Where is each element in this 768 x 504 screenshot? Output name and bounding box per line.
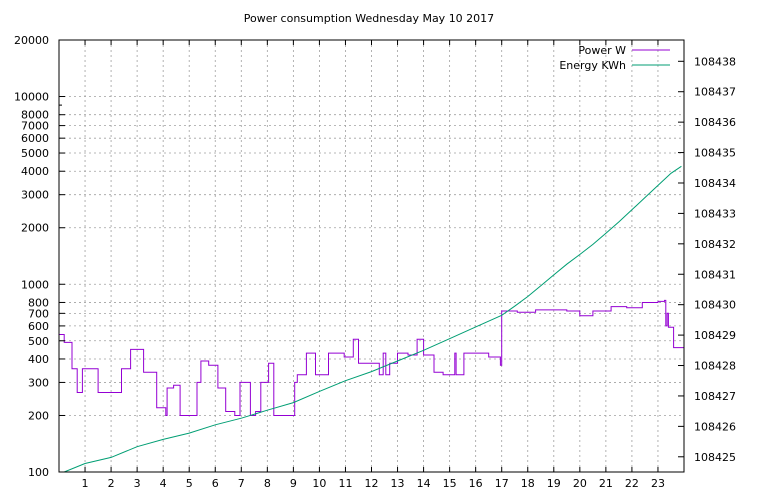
- x-tick-label: 20: [573, 477, 587, 490]
- x-tick-label: 22: [625, 477, 639, 490]
- y2-tick-label: 108425: [694, 451, 736, 464]
- x-tick-label: 2: [108, 477, 115, 490]
- y2-tick-label: 108427: [694, 390, 736, 403]
- x-tick-label: 5: [186, 477, 193, 490]
- y2-tick-label: 108435: [694, 147, 736, 160]
- x-tick-label: 3: [134, 477, 141, 490]
- y-tick-label: 800: [28, 296, 49, 309]
- x-tick-label: 7: [238, 477, 245, 490]
- x-tick-label: 8: [264, 477, 271, 490]
- y-tick-label: 3000: [21, 189, 49, 202]
- y-tick-label: 20000: [14, 34, 49, 47]
- x-tick-label: 6: [212, 477, 219, 490]
- y2-tick-label: 108429: [694, 329, 736, 342]
- y-tick-label: 200: [28, 409, 49, 422]
- energy-series-line: [64, 165, 682, 472]
- y-tick-label: 4000: [21, 165, 49, 178]
- x-tick-label: 18: [521, 477, 535, 490]
- x-tick-label: 11: [338, 477, 352, 490]
- y2-tick-label: 108436: [694, 116, 736, 129]
- y2-tick-label: 108430: [694, 299, 736, 312]
- x-tick-label: 21: [599, 477, 613, 490]
- x-tick-label: 19: [547, 477, 561, 490]
- y2-tick-label: 108431: [694, 268, 736, 281]
- x-tick-label: 10: [312, 477, 326, 490]
- x-tick-label: 13: [391, 477, 405, 490]
- x-tick-label: 14: [417, 477, 431, 490]
- x-tick-label: 15: [443, 477, 457, 490]
- x-tick-label: 1: [82, 477, 89, 490]
- x-tick-label: 9: [290, 477, 297, 490]
- y2-tick-label: 108432: [694, 238, 736, 251]
- y-tick-label: 100: [28, 466, 49, 479]
- y2-tick-label: 108426: [694, 420, 736, 433]
- legend: Power W Energy KWh: [559, 44, 670, 72]
- y2-tick-label: 108434: [694, 177, 736, 190]
- y2-tick-label: 108437: [694, 86, 736, 99]
- legend-label: Power W: [578, 44, 626, 57]
- y-tick-label: 700: [28, 307, 49, 320]
- x-tick-label: 4: [160, 477, 167, 490]
- legend-label: Energy KWh: [559, 59, 626, 72]
- y-tick-label: 5000: [21, 147, 49, 160]
- y-tick-label: 400: [28, 353, 49, 366]
- x-tick-label: 12: [365, 477, 379, 490]
- y-tick-label: 7000: [21, 120, 49, 133]
- y-tick-label: 600: [28, 320, 49, 333]
- y2-tick-label: 108428: [694, 360, 736, 373]
- y2-tick-label: 108438: [694, 55, 736, 68]
- y-tick-label: 2000: [21, 222, 49, 235]
- power-series-line: [59, 299, 684, 416]
- y-tick-label: 300: [28, 376, 49, 389]
- y-tick-label: 8000: [21, 109, 49, 122]
- y2-tick-label: 108433: [694, 207, 736, 220]
- y-tick-label: 10000: [14, 91, 49, 104]
- x-tick-label: 17: [495, 477, 509, 490]
- x-tick-label: 23: [651, 477, 665, 490]
- y-tick-label: 6000: [21, 132, 49, 145]
- x-tick-label: 16: [469, 477, 483, 490]
- y-tick-label: 500: [28, 335, 49, 348]
- y-tick-label: 1000: [21, 278, 49, 291]
- chart-title: Power consumption Wednesday May 10 2017: [244, 12, 494, 25]
